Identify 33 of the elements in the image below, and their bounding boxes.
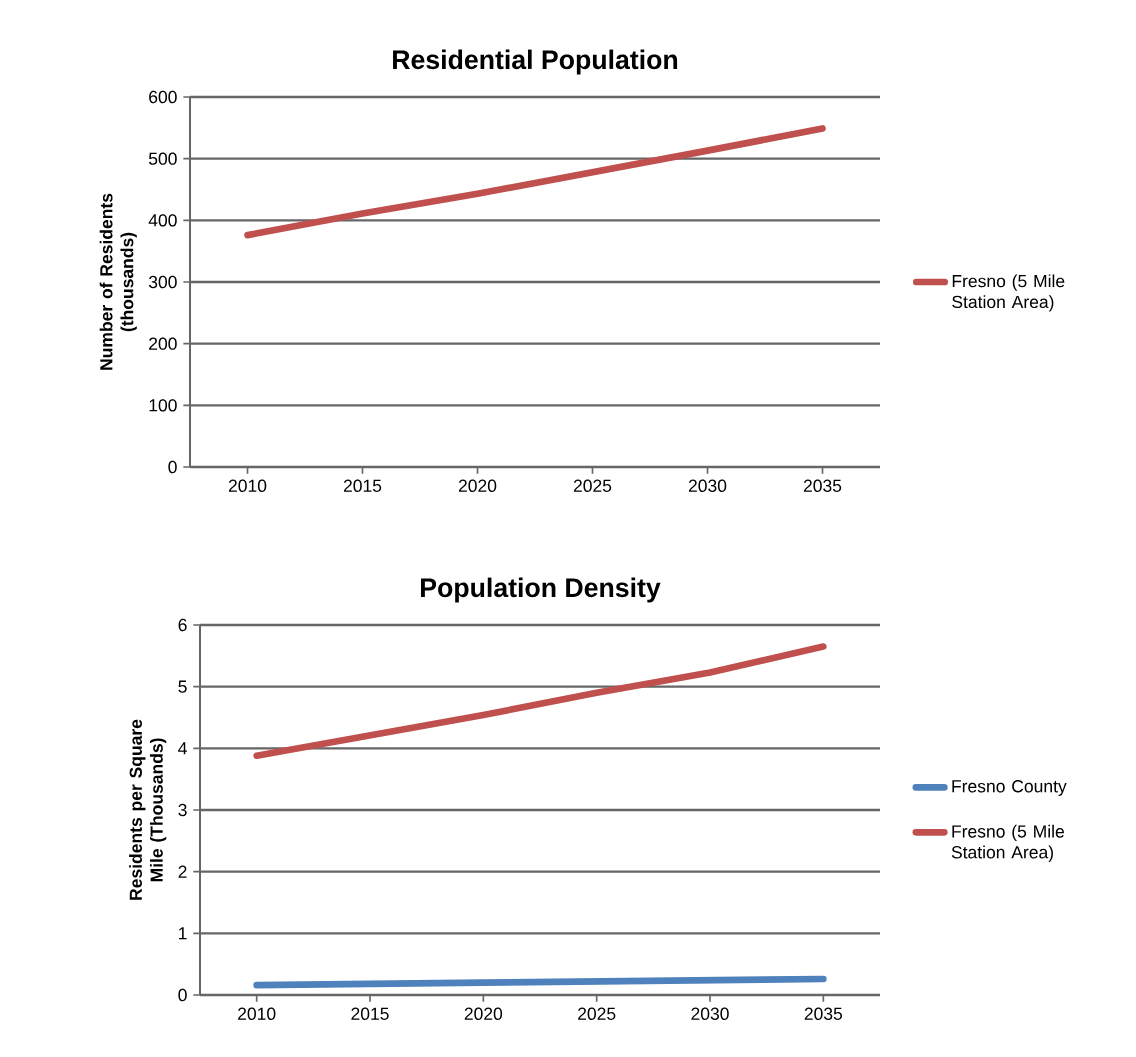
y-tick-label: 600	[149, 90, 177, 104]
legend-label: Fresno (5 Mile Station Area)	[952, 274, 1065, 312]
y-tick-label: 300	[148, 275, 177, 289]
x-tick-label: 2010	[238, 1007, 276, 1020]
x-tick-label: 2020	[458, 479, 497, 492]
y-tick-label: 500	[148, 152, 177, 165]
x-tick-label: 2015	[343, 479, 382, 492]
y-tick-label: 200	[149, 337, 177, 350]
y-tick-label: 400	[148, 214, 177, 227]
x-tick-label: 2035	[804, 1007, 843, 1020]
chart-title: Residential Population	[393, 49, 678, 75]
x-tick-label: 2030	[688, 479, 727, 492]
y-tick-label: 2	[178, 865, 187, 878]
y-axis-title: Residents per Square Mile (Thousands)	[129, 719, 167, 900]
x-tick-label: 2035	[803, 479, 842, 492]
x-tick-label: 2030	[691, 1007, 729, 1020]
chart-title: Population Density	[421, 577, 661, 603]
y-tick-label: 5	[178, 680, 187, 693]
y-tick-label: 6	[178, 618, 187, 632]
y-tick-label: 0	[168, 460, 177, 474]
x-tick-label: 2025	[573, 479, 612, 492]
y-tick-label: 1	[179, 927, 187, 940]
legend-label: Fresno County	[952, 780, 1067, 796]
x-tick-label: 2010	[228, 479, 267, 492]
y-tick-label: 100	[149, 399, 177, 412]
x-tick-label: 2025	[578, 1007, 616, 1020]
y-tick-label: 4	[178, 742, 187, 755]
x-tick-label: 2015	[351, 1007, 389, 1020]
y-axis-title: Number of Residents (thousands)	[99, 193, 137, 370]
y-tick-label: 0	[178, 988, 187, 1002]
x-tick-label: 2020	[464, 1007, 503, 1020]
legend-label: Fresno (5 Mile Station Area)	[951, 824, 1064, 862]
y-tick-label: 3	[178, 803, 187, 817]
